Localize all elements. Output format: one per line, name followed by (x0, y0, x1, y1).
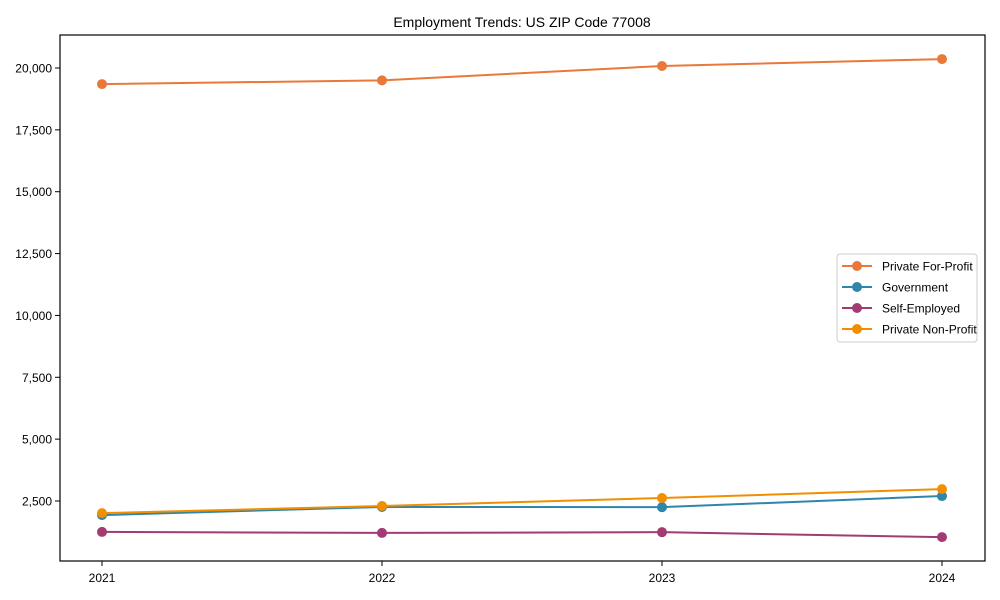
series-government (97, 491, 947, 521)
data-point (97, 79, 107, 90)
data-point (97, 508, 107, 519)
series-line (101, 488, 943, 515)
legend-item: Government (842, 281, 949, 295)
data-point (937, 491, 947, 502)
y-tick-label: 17,500 (15, 123, 52, 137)
plot-area (97, 54, 947, 543)
data-point (377, 500, 387, 511)
series-line (101, 495, 943, 517)
series-private-non-profit (97, 484, 947, 519)
data-point (657, 502, 667, 513)
legend-label: Self-Employed (882, 302, 960, 316)
data-point (97, 526, 107, 537)
data-point (937, 54, 947, 65)
y-tick-label: 20,000 (15, 62, 52, 76)
legend-label: Private For-Profit (882, 260, 973, 274)
legend-item: Self-Employed (842, 302, 960, 316)
chart-title: Employment Trends: US ZIP Code 77008 (393, 14, 651, 30)
data-point (377, 527, 387, 538)
series-line (101, 58, 943, 86)
y-tick-label: 15,000 (15, 185, 52, 199)
data-point (377, 75, 387, 86)
legend-marker-icon (852, 261, 862, 271)
legend-label: Private Non-Profit (882, 323, 977, 337)
legend-item: Private For-Profit (842, 260, 973, 274)
x-tick-label: 2021 (89, 571, 116, 585)
legend-label: Government (882, 281, 949, 295)
series-private-for-profit (97, 54, 947, 90)
y-tick-label: 5,000 (22, 433, 52, 447)
x-tick-label: 2022 (369, 571, 396, 585)
y-tick-label: 7,500 (22, 371, 52, 385)
y-tick-label: 2,500 (22, 495, 52, 509)
y-axis: 2,500 5,000 7,500 10,000 12,500 15,000 17,500 2… (15, 62, 60, 509)
legend: Private For-Profit Government Self-Employe… (836, 253, 978, 343)
x-axis: 2021 2022 2023 2024 (89, 561, 956, 585)
legend-marker-icon (852, 303, 862, 313)
y-tick-label: 10,000 (15, 309, 52, 323)
x-tick-label: 2023 (649, 571, 676, 585)
legend-marker-icon (852, 282, 862, 292)
legend-item: Private Non-Profit (842, 323, 977, 337)
series-self-employed (97, 526, 947, 543)
data-point (937, 484, 947, 495)
x-tick-label: 2024 (929, 571, 956, 585)
axes-frame (59, 34, 986, 562)
data-point (657, 527, 667, 538)
legend-box (836, 253, 978, 343)
y-tick-label: 12,500 (15, 247, 52, 261)
data-point (657, 61, 667, 72)
data-point (937, 532, 947, 543)
data-point (657, 493, 667, 504)
legend-marker-icon (852, 324, 862, 334)
series-line (101, 530, 943, 539)
